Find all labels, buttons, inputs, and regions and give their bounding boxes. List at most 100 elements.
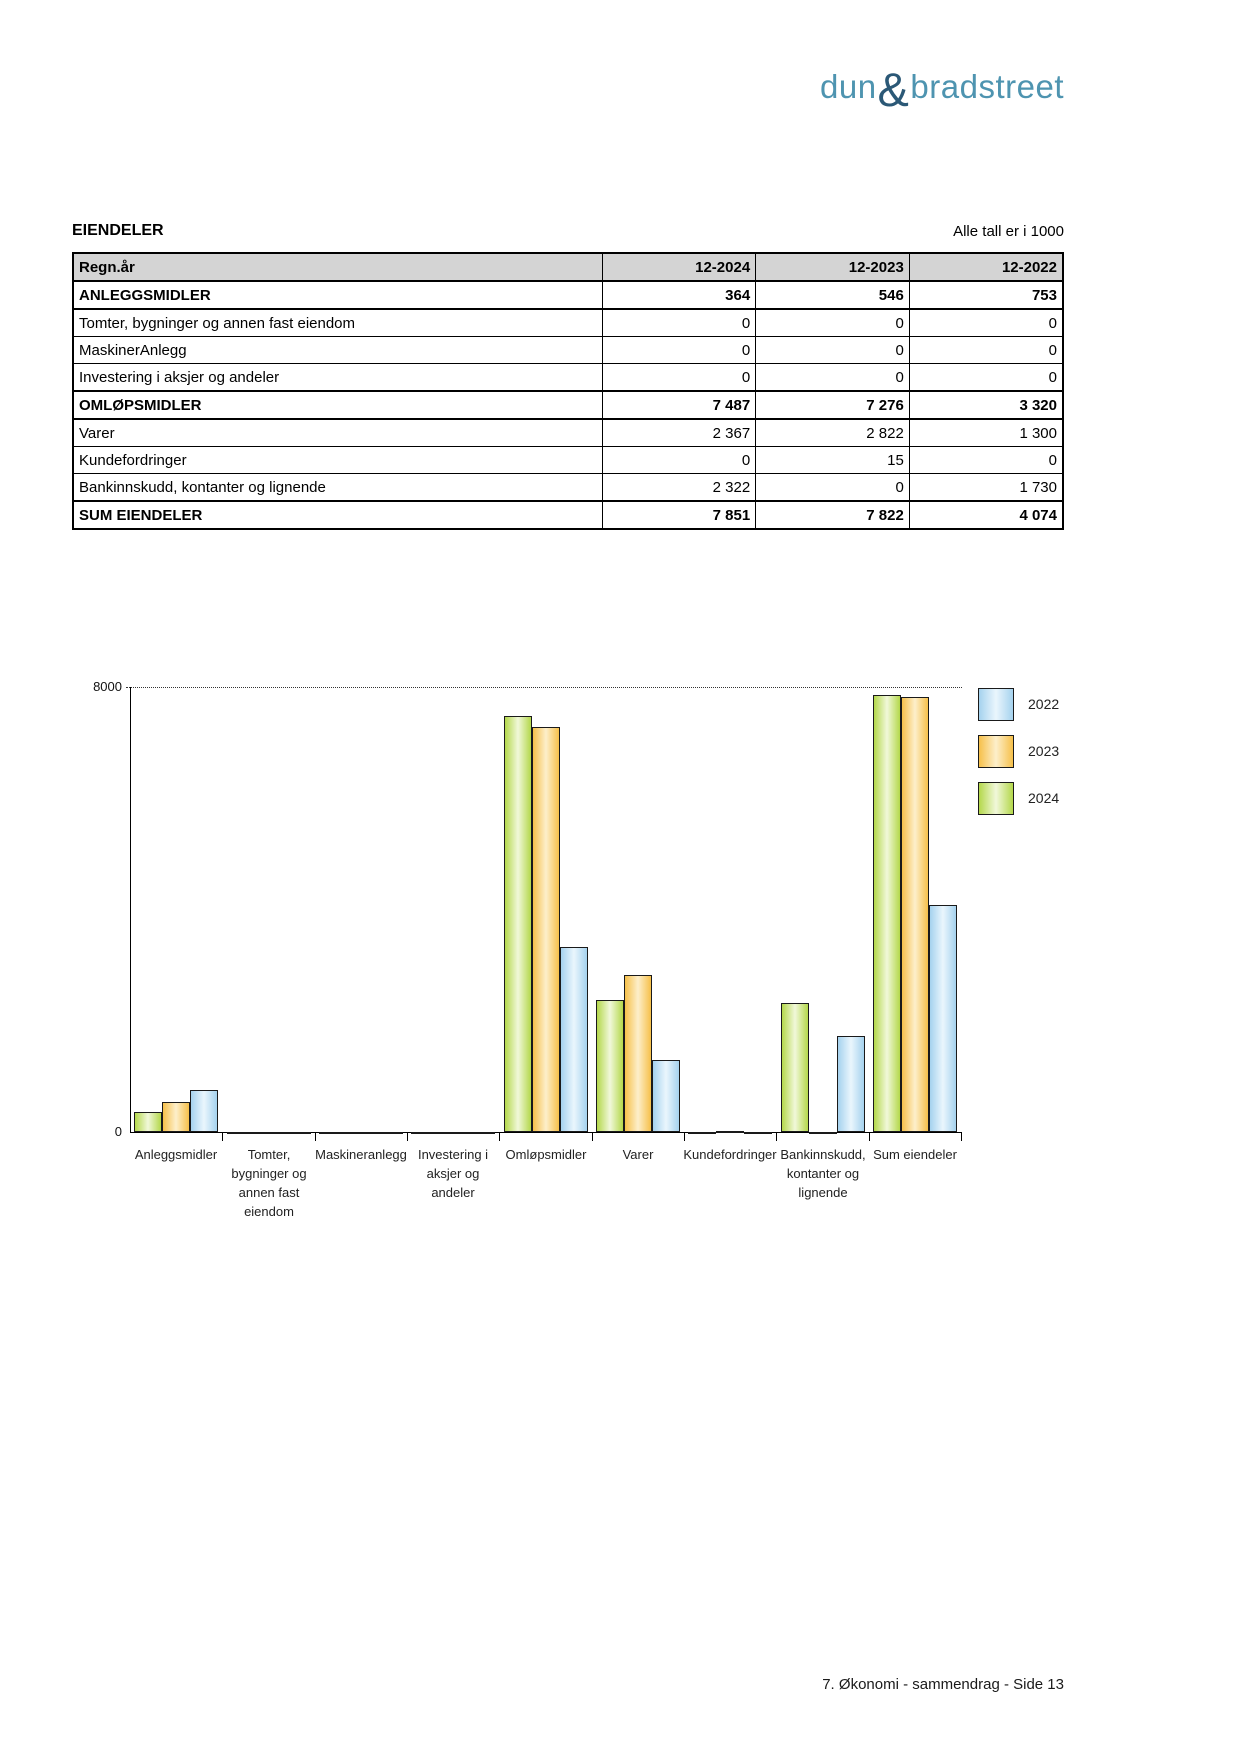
cell-value: 2 367	[601, 418, 757, 447]
cell-value: 0	[908, 446, 1064, 474]
legend-label-2022: 2022	[1028, 696, 1060, 712]
section-title: EIENDELER	[72, 222, 164, 239]
y-axis-tick-label: 0	[114, 1124, 122, 1139]
row-label: Investering i aksjer og andeler	[72, 363, 603, 392]
cell-value: 1 730	[908, 473, 1064, 502]
cell-value: 364	[601, 280, 757, 310]
cell-value: 4 074	[908, 500, 1064, 530]
bar-2023-bankinnskudd-kontanter-og-lignende	[809, 1132, 837, 1134]
x-axis-tick	[869, 1132, 870, 1141]
bar-2024-sum-eiendeler	[873, 695, 901, 1132]
row-varer: Varer 2 367 2 822 1 300	[72, 418, 1064, 447]
legend-label-2024: 2024	[1028, 790, 1060, 806]
cell-value: 0	[755, 308, 910, 337]
bar-2023-anleggsmidler	[162, 1102, 190, 1132]
y-axis-tick-label: 8000	[93, 679, 122, 694]
row-label: Kundefordringer	[72, 446, 603, 474]
section-header: EIENDELER Alle tall er i 1000	[72, 222, 1064, 240]
legend-swatch-2022	[978, 688, 1014, 721]
cell-value: 0	[755, 363, 910, 392]
cell-value: 7 276	[755, 390, 910, 420]
bar-2024-kundefordringer	[688, 1132, 716, 1134]
bar-2023-oml-psmidler	[532, 727, 560, 1132]
bar-2023-maskineranlegg	[347, 1132, 375, 1134]
bar-2022-anleggsmidler	[190, 1090, 218, 1132]
chart-category-label: Anleggsmidler	[134, 1147, 218, 1162]
bar-2024-varer	[596, 1000, 624, 1132]
bar-2024-anleggsmidler	[134, 1112, 162, 1132]
column-header-2024: 12-2024	[601, 252, 757, 282]
units-note: Alle tall er i 1000	[953, 223, 1064, 240]
row-tomter: Tomter, bygninger og annen fast eiendom …	[72, 308, 1064, 337]
cell-value: 3 320	[908, 390, 1064, 420]
bar-2023-varer	[624, 975, 652, 1132]
chart-category-label: Tomter, bygninger og annen fast eiendom	[231, 1147, 307, 1219]
legend-swatch-2023	[978, 735, 1014, 768]
cell-value: 7 487	[601, 390, 757, 420]
eiendeler-table: Regn.år 12-2024 12-2023 12-2022 ANLEGGSM…	[72, 252, 1064, 530]
cell-value: 0	[601, 363, 757, 392]
cell-value: 753	[908, 280, 1064, 310]
row-label: Bankinnskudd, kontanter og lignende	[72, 473, 603, 502]
chart-category-label: Bankinnskudd, kontanter og lignende	[780, 1147, 866, 1200]
column-header-2023: 12-2023	[755, 252, 910, 282]
bar-2024-tomter-bygninger-og-annen-fast-eiendom	[227, 1132, 255, 1134]
cell-value: 0	[908, 308, 1064, 337]
x-axis-tick	[776, 1132, 777, 1141]
chart-category-label: Varer	[622, 1147, 654, 1162]
cell-value: 2 822	[755, 418, 910, 447]
row-label: Varer	[72, 418, 603, 447]
row-investering: Investering i aksjer og andeler 0 0 0	[72, 363, 1064, 392]
page-footer: 7. Økonomi - sammendrag - Side 13	[822, 1676, 1064, 1693]
cell-value: 0	[908, 363, 1064, 392]
logo-ampersand-icon: &	[877, 63, 910, 116]
cell-value: 0	[755, 336, 910, 364]
legend-label-2023: 2023	[1028, 743, 1060, 759]
x-axis-tick	[961, 1132, 962, 1141]
chart-category-label: Maskineranlegg	[315, 1147, 407, 1162]
chart-category-label: Sum eiendeler	[873, 1147, 957, 1162]
bar-2023-kundefordringer	[716, 1131, 744, 1133]
bar-2022-kundefordringer	[744, 1132, 772, 1134]
chart-category-label: Kundefordringer	[683, 1147, 777, 1162]
cell-value: 7 822	[755, 500, 910, 530]
row-anleggsmidler: ANLEGGSMIDLER 364 546 753	[72, 280, 1064, 310]
x-axis-tick	[407, 1132, 408, 1141]
x-axis-tick	[499, 1132, 500, 1141]
chart-category-label: Omløpsmidler	[505, 1147, 587, 1162]
bar-2022-oml-psmidler	[560, 947, 588, 1132]
cell-value: 0	[908, 336, 1064, 364]
bar-2023-sum-eiendeler	[901, 697, 929, 1132]
row-maskineranlegg: MaskinerAnlegg 0 0 0	[72, 336, 1064, 364]
x-axis-tick	[315, 1132, 316, 1141]
bar-2023-investering-i-aksjer-og-andeler	[439, 1132, 467, 1134]
bar-2022-sum-eiendeler	[929, 905, 957, 1132]
row-label: ANLEGGSMIDLER	[72, 280, 603, 310]
bar-2022-varer	[652, 1060, 680, 1132]
legend-swatch-2024	[978, 782, 1014, 815]
logo-text-dun: dun	[819, 68, 877, 106]
row-omlopsmidler: OMLØPSMIDLER 7 487 7 276 3 320	[72, 390, 1064, 420]
bar-2024-investering-i-aksjer-og-andeler	[411, 1132, 439, 1134]
row-label: SUM EIENDELER	[72, 500, 603, 530]
row-label: OMLØPSMIDLER	[72, 390, 603, 420]
bar-2022-investering-i-aksjer-og-andeler	[467, 1132, 495, 1134]
cell-value: 0	[755, 473, 910, 502]
bar-2024-maskineranlegg	[319, 1132, 347, 1134]
dun-bradstreet-logo: dun & bradstreet	[819, 63, 1064, 116]
bar-2022-maskineranlegg	[375, 1132, 403, 1134]
row-label: Tomter, bygninger og annen fast eiendom	[72, 308, 603, 337]
bar-2023-tomter-bygninger-og-annen-fast-eiendom	[255, 1132, 283, 1134]
cell-value: 0	[601, 308, 757, 337]
x-axis-tick	[222, 1132, 223, 1141]
row-bankinnskudd: Bankinnskudd, kontanter og lignende 2 32…	[72, 473, 1064, 502]
cell-value: 0	[601, 446, 757, 474]
bar-chart: 0 8000 Anleggsmidler Tomter, bygninger og ann…	[0, 600, 1241, 1300]
bar-2022-tomter-bygninger-og-annen-fast-eiendom	[283, 1132, 311, 1134]
bar-2024-bankinnskudd-kontanter-og-lignende	[781, 1003, 809, 1132]
chart-category-label: Investering i aksjer og andeler	[417, 1147, 489, 1200]
cell-value: 2 322	[601, 473, 757, 502]
x-axis	[130, 1132, 961, 1133]
row-kundefordringer: Kundefordringer 0 15 0	[72, 446, 1064, 474]
